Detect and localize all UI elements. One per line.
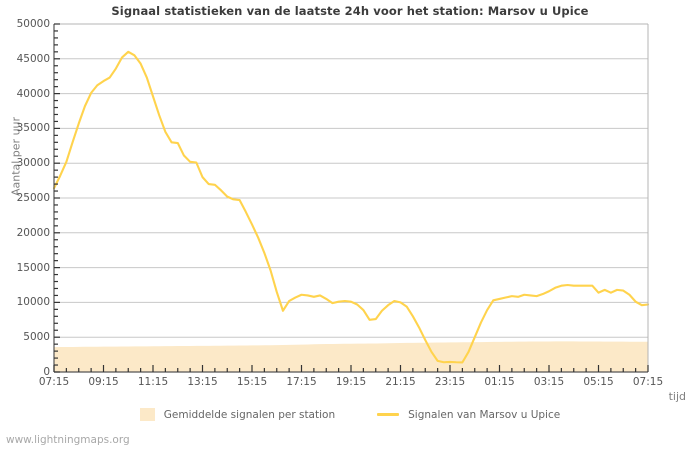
x-tick-label: 07:15 [632, 376, 664, 388]
x-tick-label: 19:15 [335, 376, 367, 388]
x-tick-label: 01:15 [484, 376, 515, 388]
y-tick-label: 25000 [16, 192, 50, 204]
line-swatch-icon [377, 413, 400, 416]
x-tick-label: 05:15 [583, 376, 614, 388]
y-tick-label: 10000 [16, 296, 50, 309]
y-tick-label: 30000 [16, 157, 50, 170]
x-tick-label: 21:15 [385, 376, 416, 388]
legend-label-average: Gemiddelde signalen per station [163, 408, 336, 421]
x-tick-label: 03:15 [533, 376, 565, 388]
x-tick-label: 17:15 [286, 376, 317, 388]
x-axis-label: tijd [668, 390, 686, 403]
legend-item-station[interactable]: Signalen van Marsov u Upice [377, 409, 560, 421]
y-tick-label: 0 [43, 366, 50, 378]
footer-url: www.lightningmaps.org [6, 434, 130, 446]
y-tick-label: 5000 [23, 331, 50, 344]
y-tick-label: 45000 [16, 52, 50, 65]
x-tick-label: 15:15 [236, 376, 268, 388]
y-tick-label: 50000 [16, 18, 50, 30]
x-tick-label: 11:15 [137, 376, 169, 388]
x-tick-label: 23:15 [434, 376, 466, 388]
x-tick-label: 09:15 [88, 376, 119, 388]
y-tick-label: 20000 [16, 226, 50, 239]
legend-item-average[interactable]: Gemiddelde signalen per station [139, 408, 336, 421]
y-tick-label: 40000 [16, 87, 50, 100]
chart-legend: Gemiddelde signalen per station Signalen… [0, 408, 700, 421]
legend-label-station: Signalen van Marsov u Upice [408, 408, 561, 421]
x-tick-label: 13:15 [187, 376, 218, 388]
x-tick-label: 07:15 [38, 376, 70, 388]
chart-title: Signaal statistieken van de laatste 24h … [111, 4, 589, 18]
y-tick-label: 35000 [16, 122, 50, 135]
area-swatch-icon [139, 408, 155, 421]
y-tick-label: 15000 [16, 261, 50, 274]
